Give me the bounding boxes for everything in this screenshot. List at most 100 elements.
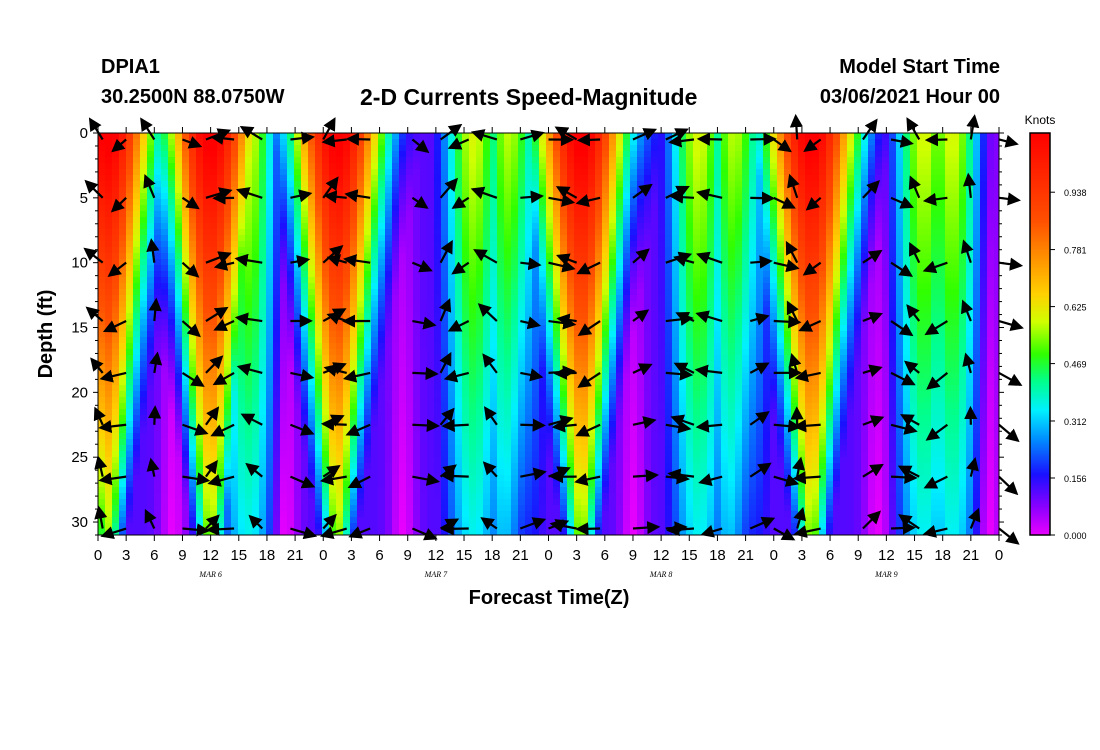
- heat-cell: [175, 307, 182, 313]
- heat-cell: [140, 421, 147, 427]
- heat-cell: [455, 337, 462, 343]
- heat-cell: [497, 391, 504, 397]
- heat-cell: [581, 301, 588, 307]
- heat-cell: [329, 349, 336, 355]
- heat-cell: [182, 469, 189, 475]
- heat-cell: [133, 217, 140, 223]
- heat-cell: [301, 511, 308, 517]
- heat-cell: [224, 523, 231, 529]
- heat-cell: [196, 349, 203, 355]
- heat-cell: [392, 493, 399, 499]
- heat-cell: [385, 499, 392, 505]
- heat-cell: [287, 133, 294, 139]
- heat-cell: [595, 163, 602, 169]
- heat-cell: [532, 511, 539, 517]
- heat-cell: [609, 253, 616, 259]
- heat-cell: [385, 517, 392, 523]
- heat-cell: [294, 145, 301, 151]
- heat-cell: [266, 163, 273, 169]
- heat-cell: [441, 241, 448, 247]
- heat-cell: [427, 427, 434, 433]
- heat-cell: [308, 247, 315, 253]
- heat-cell: [602, 211, 609, 217]
- heat-cell: [413, 205, 420, 211]
- heat-cell: [497, 439, 504, 445]
- heat-cell: [455, 307, 462, 313]
- heat-cell: [420, 253, 427, 259]
- heat-cell: [581, 469, 588, 475]
- heat-cell: [574, 229, 581, 235]
- heat-cell: [469, 169, 476, 175]
- heat-cell: [525, 445, 532, 451]
- heat-cell: [329, 451, 336, 457]
- heat-cell: [434, 169, 441, 175]
- heat-cell: [140, 463, 147, 469]
- heat-cell: [497, 499, 504, 505]
- heat-cell: [175, 523, 182, 529]
- heat-cell: [539, 463, 546, 469]
- heat-cell: [147, 475, 154, 481]
- heat-cell: [567, 325, 574, 331]
- heat-cell: [525, 169, 532, 175]
- heat-cell: [539, 217, 546, 223]
- heat-cell: [231, 355, 238, 361]
- heat-cell: [245, 445, 252, 451]
- heat-cell: [189, 211, 196, 217]
- heat-cell: [518, 289, 525, 295]
- heat-cell: [280, 457, 287, 463]
- heat-cell: [357, 253, 364, 259]
- heat-cell: [294, 529, 301, 535]
- heat-cell: [343, 391, 350, 397]
- heat-cell: [175, 265, 182, 271]
- heat-cell: [539, 295, 546, 301]
- heat-cell: [581, 499, 588, 505]
- heat-cell: [546, 181, 553, 187]
- heat-cell: [161, 433, 168, 439]
- heat-cell: [322, 319, 329, 325]
- heat-cell: [553, 301, 560, 307]
- heat-cell: [371, 163, 378, 169]
- heat-cell: [602, 433, 609, 439]
- heat-cell: [616, 145, 623, 151]
- heat-cell: [273, 511, 280, 517]
- heat-cell: [238, 265, 245, 271]
- heat-cell: [238, 391, 245, 397]
- heat-cell: [252, 217, 259, 223]
- heat-cell: [301, 199, 308, 205]
- heat-cell: [413, 511, 420, 517]
- heat-cell: [161, 457, 168, 463]
- heat-cell: [154, 295, 161, 301]
- heat-cell: [371, 133, 378, 139]
- heat-cell: [504, 349, 511, 355]
- heat-cell: [252, 343, 259, 349]
- heat-cell: [105, 295, 112, 301]
- heat-cell: [315, 487, 322, 493]
- heat-cell: [420, 373, 427, 379]
- heat-cell: [441, 289, 448, 295]
- heat-cell: [133, 445, 140, 451]
- heat-cell: [112, 259, 119, 265]
- heat-cell: [322, 439, 329, 445]
- heat-cell: [350, 379, 357, 385]
- heat-cell: [336, 355, 343, 361]
- heat-cell: [511, 415, 518, 421]
- heat-cell: [595, 481, 602, 487]
- heat-cell: [126, 187, 133, 193]
- heat-cell: [140, 271, 147, 277]
- heat-cell: [420, 433, 427, 439]
- heat-cell: [455, 211, 462, 217]
- heat-cell: [329, 361, 336, 367]
- heat-cell: [413, 433, 420, 439]
- heat-cell: [525, 217, 532, 223]
- heat-cell: [168, 349, 175, 355]
- heat-cell: [133, 523, 140, 529]
- heat-cell: [420, 355, 427, 361]
- heat-cell: [588, 463, 595, 469]
- heat-cell: [448, 361, 455, 367]
- heat-cell: [476, 151, 483, 157]
- heat-cell: [140, 319, 147, 325]
- heat-cell: [532, 169, 539, 175]
- heat-cell: [546, 271, 553, 277]
- heat-cell: [574, 361, 581, 367]
- heat-cell: [189, 349, 196, 355]
